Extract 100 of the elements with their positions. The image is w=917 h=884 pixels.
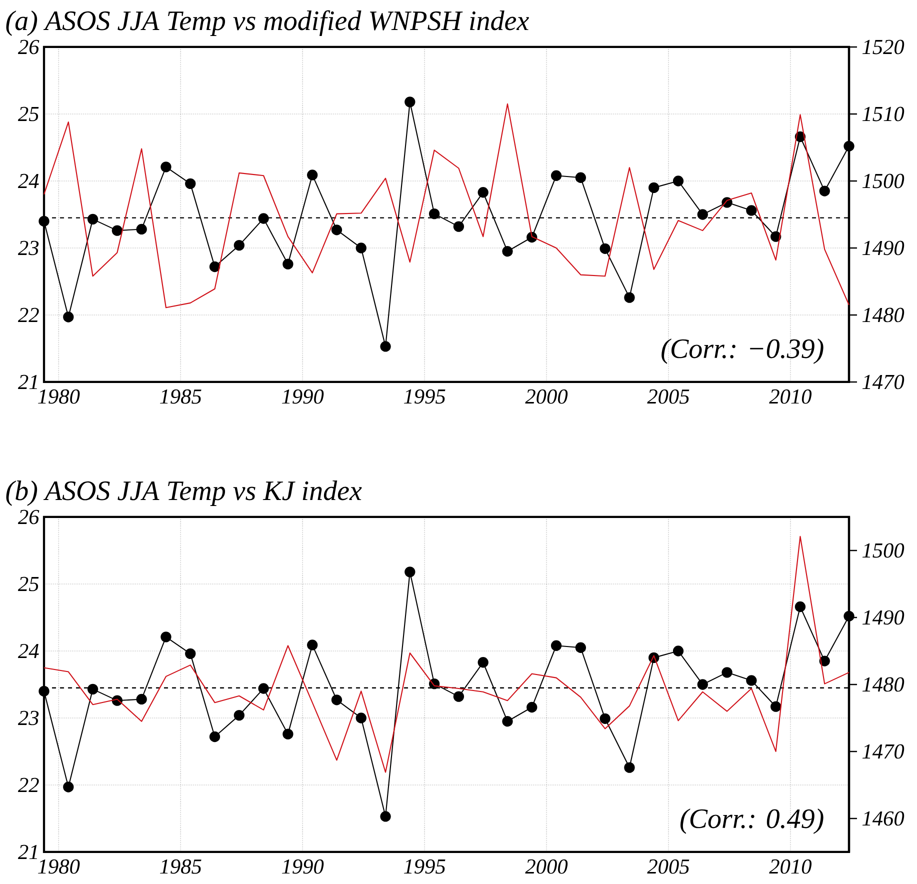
point — [209, 731, 220, 742]
x-tick-label: 1990 — [282, 389, 324, 404]
x-tick-label: 2005 — [647, 859, 690, 874]
point — [380, 341, 391, 352]
line-series — [43, 103, 850, 308]
point — [453, 691, 464, 702]
point — [502, 246, 513, 257]
point — [624, 292, 635, 303]
y-tick-label: 21 — [18, 374, 37, 390]
y-tick-label: 24 — [18, 174, 39, 188]
x-tick-label: 2000 — [525, 859, 568, 874]
point — [404, 96, 416, 108]
point — [624, 762, 635, 773]
point — [331, 694, 342, 706]
point — [209, 261, 220, 272]
point — [234, 240, 244, 251]
point — [550, 170, 562, 181]
line-series — [43, 536, 850, 773]
point — [380, 811, 391, 822]
point — [746, 205, 757, 216]
y2-tick-label: 1470 — [862, 374, 904, 390]
point — [600, 243, 610, 254]
x-tick-label: 2010 — [769, 859, 812, 874]
y-tick-label: 23 — [18, 240, 39, 256]
point — [307, 170, 318, 180]
point — [453, 221, 464, 232]
x-tick-label: 2010 — [769, 389, 812, 404]
point — [234, 710, 244, 721]
point — [112, 225, 123, 236]
point — [697, 679, 708, 690]
y2-tick-label: 1480 — [862, 677, 904, 692]
y2-tick-label: 1500 — [862, 174, 904, 188]
x-tick-label: 1980 — [38, 389, 80, 404]
y2-tick-label: 1520 — [862, 40, 904, 54]
y2-tick-label: 1490 — [862, 610, 904, 625]
point — [770, 701, 782, 712]
point — [794, 601, 806, 612]
x-tick-label: 1990 — [282, 859, 324, 874]
point — [648, 182, 660, 194]
point — [160, 632, 172, 642]
point — [87, 684, 98, 695]
y2-tick-label: 1480 — [862, 308, 904, 322]
y-tick-label: 22 — [18, 308, 39, 322]
point — [87, 214, 98, 225]
point — [478, 187, 488, 198]
point — [526, 702, 538, 713]
y-tick-label: 24 — [18, 644, 39, 658]
x-tick-label: 2005 — [647, 389, 690, 404]
point — [282, 728, 294, 740]
point — [282, 258, 294, 270]
point — [38, 686, 50, 697]
y-tick-label: 26 — [18, 510, 40, 524]
y-tick-label: 26 — [18, 40, 40, 54]
point — [185, 178, 196, 189]
point — [185, 648, 196, 660]
point — [697, 209, 708, 220]
point — [331, 224, 342, 236]
point — [356, 712, 366, 724]
point — [550, 640, 562, 651]
y-tick-label: 25 — [18, 106, 39, 122]
point — [258, 213, 269, 224]
point — [575, 172, 586, 183]
y2-tick-label: 1460 — [862, 811, 904, 826]
x-tick-label: 1995 — [404, 389, 446, 404]
chart-title: (b) ASOS JJA Temp vs KJ index — [6, 480, 362, 506]
y2-tick-label: 1470 — [862, 744, 904, 759]
point — [819, 186, 830, 196]
point — [428, 208, 440, 220]
y-tick-label: 23 — [18, 710, 39, 726]
point — [136, 224, 147, 235]
point — [478, 657, 488, 668]
chart-title: (a) ASOS JJA Temp vs modified WNPSH index — [6, 10, 529, 36]
x-tick-label: 1980 — [38, 859, 80, 874]
y2-tick-label: 1490 — [862, 240, 904, 256]
point — [746, 675, 757, 686]
point — [672, 176, 684, 186]
x-tick-label: 2000 — [525, 389, 568, 404]
point — [672, 646, 684, 656]
y2-tick-label: 1510 — [862, 106, 904, 122]
y-tick-label: 22 — [18, 778, 39, 792]
point — [63, 312, 74, 322]
x-tick-label: 1985 — [160, 859, 202, 874]
point — [136, 694, 147, 705]
annotation: (Corr.: −0.39) — [662, 338, 824, 364]
point — [307, 640, 318, 650]
point — [160, 162, 172, 172]
point — [770, 231, 782, 242]
point — [502, 716, 513, 727]
y-tick-label: 25 — [18, 576, 39, 592]
point — [38, 216, 50, 227]
annotation: (Corr.: 0.49) — [680, 808, 824, 834]
y2-tick-label: 1500 — [862, 543, 904, 558]
x-tick-label: 1995 — [404, 859, 446, 874]
point — [258, 683, 269, 694]
point — [600, 713, 610, 724]
point — [404, 566, 416, 578]
point — [722, 667, 732, 678]
point — [356, 242, 366, 254]
x-tick-label: 1985 — [160, 389, 202, 404]
point — [63, 782, 74, 792]
